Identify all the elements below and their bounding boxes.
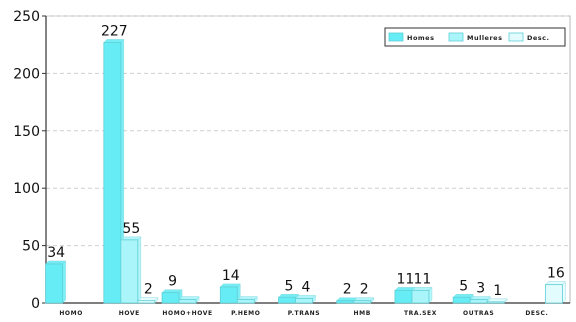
- x-tick-label-outras: OUTRAS: [463, 310, 494, 317]
- x-tick-label-homo: HOMO: [59, 310, 83, 317]
- bar-homes-homo: [45, 263, 64, 304]
- legend-label-mulleres: Mulleres: [467, 34, 502, 42]
- bar-top-mulleres-hove: [120, 236, 142, 241]
- x-axis-categories: HOMO HOVE HOMO+HOVE P.HEMO P.TRANS HMB TRA.SEX…: [59, 310, 548, 317]
- bar-mulleres-tra-sex: [411, 289, 430, 304]
- bar-top-mulleres-homo-hove: [178, 296, 200, 300]
- legend-label-homes: Homes: [407, 34, 434, 42]
- x-tick-label-hmb: HMB: [354, 310, 371, 317]
- data-label-desc-hove: 2: [144, 282, 153, 298]
- legend-label-desc: Desc.: [527, 34, 550, 42]
- bar-top-desc-desc: [544, 281, 566, 285]
- bar-top-homes-tra-sex: [394, 287, 416, 291]
- legend-swatch-homes: [388, 32, 404, 42]
- legend-swatch-mulleres: [448, 32, 464, 42]
- bar-top-mulleres-hmb: [353, 297, 375, 301]
- bar-homes-outras: [452, 296, 471, 304]
- x-tick-label-desc: DESC.: [525, 310, 548, 317]
- y-tick-label-250: 250: [13, 9, 40, 25]
- legend-box: [384, 27, 566, 47]
- y-tick-label-150: 150: [13, 124, 40, 140]
- data-label-mulleres-hove: 55: [122, 221, 140, 237]
- bar-mulleres-p-hemo: [236, 299, 255, 304]
- data-label-homes-homo: 34: [47, 245, 65, 261]
- y-axis: 0 50 100 150 200 250: [13, 9, 570, 312]
- bar-homes-homo-hove: [161, 292, 180, 304]
- bar-mulleres-hove: [120, 239, 139, 304]
- data-label-homes-hmb: 2: [343, 282, 352, 298]
- bar-homes-hove: [103, 42, 122, 304]
- bar-top-homes-p-trans: [277, 294, 300, 298]
- bar-desc-hove: [137, 300, 156, 304]
- y-tick-label-200: 200: [13, 66, 40, 82]
- y-tick-label-100: 100: [13, 181, 40, 197]
- data-label-homes-homo-hove: 9: [168, 274, 177, 290]
- x-tick-label-hove: HOVE: [119, 310, 140, 317]
- bar-top-homes-p-hemo: [219, 283, 241, 288]
- bar-mulleres-hmb: [353, 300, 372, 304]
- y-tick-label-0: 0: [31, 296, 40, 312]
- bar-homes-p-hemo: [219, 286, 238, 304]
- bar-desc-outras: [486, 301, 505, 304]
- bar-top-homes-hmb: [336, 297, 358, 301]
- data-label-homes-p-hemo: 14: [222, 268, 240, 284]
- bar-top-mulleres-tra-sex: [411, 287, 433, 291]
- bar-side-desc-desc: [562, 281, 566, 304]
- bar-homes-p-trans: [278, 296, 296, 304]
- bar-mulleres-outras: [469, 299, 488, 304]
- bars: [45, 38, 566, 304]
- legend: Homes Mulleres Desc.: [384, 27, 566, 47]
- bar-top-mulleres-p-hemo: [236, 296, 258, 300]
- data-label-mulleres-hmb: 2: [360, 282, 369, 298]
- bar-top-mulleres-outras: [469, 296, 491, 300]
- bar-top-mulleres-p-trans: [294, 295, 317, 299]
- bar-top-homes-homo-hove: [161, 289, 183, 293]
- y-tick-label-50: 50: [22, 239, 40, 255]
- bar-top-desc-outras: [486, 298, 508, 303]
- bar-side-mulleres-hove: [137, 236, 142, 304]
- bar-desc-desc: [544, 284, 563, 304]
- data-label-homes-outras: 5: [459, 278, 468, 294]
- x-tick-label-tra-sex: TRA.SEX: [404, 310, 437, 317]
- bar-top-homes-homo: [45, 260, 67, 265]
- data-label-mulleres-outras: 3: [476, 281, 485, 297]
- x-tick-label-homo-hove: HOMO+HOVE: [162, 310, 212, 317]
- data-label-desc-outras: 1: [493, 283, 502, 299]
- data-label-homes-p-trans: 5: [285, 278, 294, 294]
- bar-mulleres-homo-hove: [178, 299, 197, 304]
- data-label-mulleres-p-trans: 4: [302, 279, 311, 295]
- bar-top-desc-hove: [137, 297, 159, 301]
- data-label-mulleres-tra-sex: 11: [414, 271, 432, 287]
- x-tick-label-p-trans: P.TRANS: [288, 310, 320, 317]
- data-label-desc-desc: 16: [547, 266, 565, 282]
- legend-swatch-desc: [508, 32, 524, 42]
- bar-top-homes-outras: [452, 294, 474, 298]
- bar-mulleres-p-trans: [295, 298, 313, 304]
- bar-top-homes-hove: [103, 39, 125, 43]
- data-label-homes-tra-sex: 11: [397, 271, 415, 287]
- bar-side-homes-homo: [62, 260, 66, 304]
- bar-homes-tra-sex: [394, 289, 413, 304]
- x-tick-label-p-hemo: P.HEMO: [231, 310, 260, 317]
- data-label-homes-hove: 227: [101, 23, 128, 39]
- bar-homes-hmb: [336, 300, 355, 304]
